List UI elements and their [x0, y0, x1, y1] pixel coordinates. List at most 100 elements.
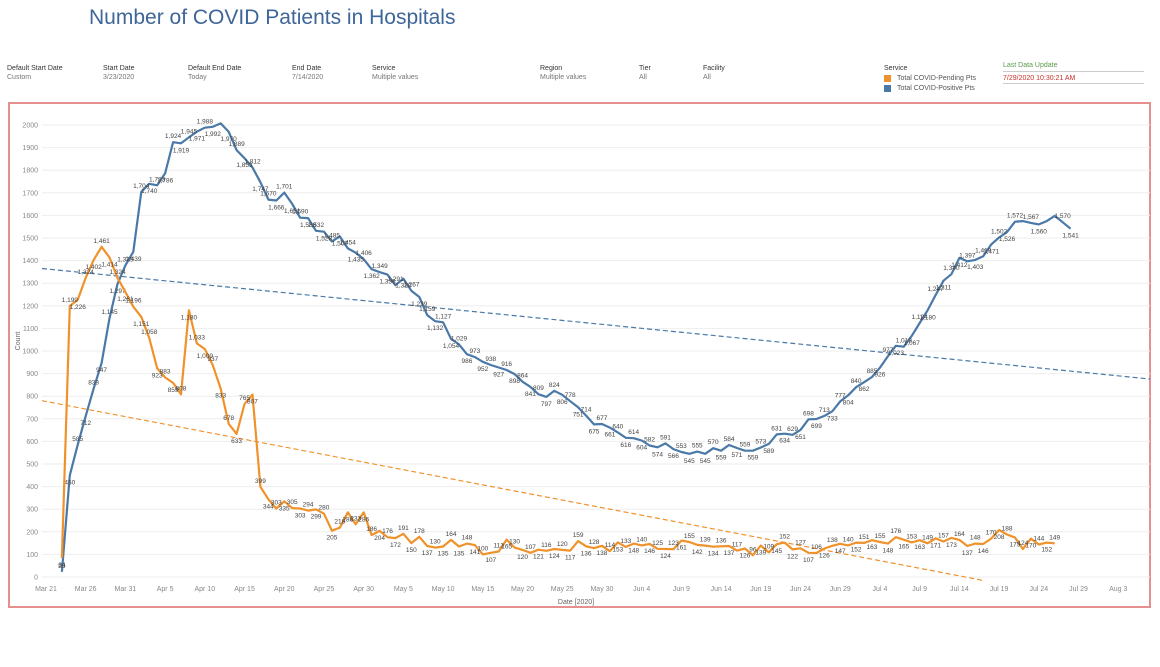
y-tick-label: 1400: [22, 258, 38, 265]
data-label: 120: [557, 541, 568, 548]
data-label: 1,340: [943, 265, 960, 272]
data-label: 1,704: [133, 183, 150, 190]
data-label: 155: [875, 533, 886, 540]
legend: Service Total COVID-Pending Pts Total CO…: [884, 64, 976, 93]
filter-value: Multiple values: [372, 74, 419, 81]
data-label: 585: [72, 436, 83, 443]
y-tick-label: 100: [26, 552, 38, 559]
data-label: 1,338: [379, 279, 396, 286]
x-tick-label: Jul 29: [1069, 586, 1088, 593]
y-tick-label: 1600: [22, 213, 38, 220]
data-label: 116: [541, 542, 552, 549]
data-label: 1,992: [205, 131, 222, 138]
data-label: 714: [581, 407, 592, 414]
data-label: 589: [763, 448, 774, 455]
data-label: 286: [358, 516, 369, 523]
filter-region[interactable]: Region Multiple values: [540, 64, 586, 82]
data-label: 124: [660, 553, 671, 560]
data-label: 977: [882, 347, 893, 354]
data-label: 797: [541, 401, 552, 408]
x-tick-label: Apr 5: [157, 586, 174, 593]
data-label: 152: [1041, 547, 1052, 554]
filter-value: Multiple values: [540, 74, 587, 81]
data-label: 698: [803, 410, 814, 417]
filter-label: Service: [372, 65, 396, 72]
data-label: 584: [724, 436, 735, 443]
data-label: 205: [326, 535, 337, 542]
x-tick-label: May 10: [432, 586, 455, 593]
y-tick-label: 0: [34, 575, 38, 582]
data-label: 573: [755, 439, 766, 446]
data-label: 1,532: [308, 222, 325, 229]
legend-item-positive[interactable]: Total COVID-Positive Pts: [884, 84, 976, 93]
y-tick-label: 500: [26, 462, 38, 469]
filter-label: Start Date: [103, 65, 135, 72]
data-label: 165: [501, 544, 512, 551]
data-label: 147: [835, 548, 846, 555]
filter-end-date[interactable]: End Date 7/14/2020: [292, 64, 323, 82]
data-label: 109: [763, 543, 774, 550]
filter-tier[interactable]: Tier All: [639, 64, 651, 82]
data-label: 136: [581, 550, 592, 557]
data-label: 100: [477, 545, 488, 552]
data-label: 1,651: [284, 208, 301, 215]
data-label: 128: [589, 539, 600, 546]
data-label: 1,029: [451, 335, 468, 342]
filter-service[interactable]: Service Multiple values: [372, 64, 418, 82]
data-label: 170: [1025, 543, 1036, 550]
data-label: 335: [279, 505, 290, 512]
data-label: 559: [747, 455, 758, 462]
data-label: 171: [930, 542, 941, 549]
legend-swatch: [884, 85, 891, 92]
data-label: 148: [628, 548, 639, 555]
data-label: 1,970: [221, 136, 238, 143]
data-label: 163: [914, 544, 925, 551]
legend-item-pending[interactable]: Total COVID-Pending Pts: [884, 74, 976, 83]
data-label: 678: [223, 415, 234, 422]
data-label: 148: [882, 548, 893, 555]
data-label: 133: [620, 538, 631, 545]
data-label: 699: [811, 423, 822, 430]
data-label: 1,132: [427, 325, 444, 332]
data-label: 126: [819, 553, 830, 560]
filter-facility[interactable]: Facility All: [703, 64, 725, 82]
filter-start-date[interactable]: Start Date 3/23/2020: [103, 64, 135, 82]
data-label: 139: [755, 550, 766, 557]
data-label: 173: [946, 542, 957, 549]
data-label: 152: [779, 534, 790, 541]
filter-label: Tier: [639, 65, 651, 72]
x-tick-label: Apr 10: [195, 586, 216, 593]
data-label: 1,471: [983, 249, 1000, 256]
data-label: 809: [533, 385, 544, 392]
data-label: 294: [303, 502, 314, 509]
data-label: 137: [422, 550, 433, 557]
filter-default-start-date[interactable]: Default Start Date Custom: [7, 64, 63, 82]
data-label: 233: [350, 515, 361, 522]
data-label: 713: [819, 407, 830, 414]
data-label: 176: [382, 528, 393, 535]
data-label: 1,971: [189, 136, 206, 143]
data-label: 208: [994, 534, 1005, 541]
data-label: 299: [311, 513, 322, 520]
data-label: 138: [597, 550, 608, 557]
data-label: 1,786: [157, 177, 174, 184]
data-label: 399: [255, 478, 266, 485]
data-label: 1,419: [975, 247, 992, 254]
x-tick-label: May 30: [590, 586, 613, 593]
data-label: 146: [644, 548, 655, 555]
data-label: 172: [390, 542, 401, 549]
y-tick-label: 300: [26, 507, 38, 514]
data-label: 106: [811, 544, 822, 551]
data-label: 107: [803, 557, 814, 564]
data-label: 1,239: [411, 301, 428, 308]
data-label: 864: [517, 373, 528, 380]
data-label: 545: [684, 458, 695, 465]
x-tick-label: May 25: [551, 586, 574, 593]
trend-line: [41, 267, 1151, 380]
x-tick-label: Apr 15: [234, 586, 255, 593]
data-label: 165: [898, 544, 909, 551]
x-tick-label: Jul 14: [950, 586, 969, 593]
filter-default-end-date[interactable]: Default End Date Today: [188, 64, 241, 82]
y-tick-label: 400: [26, 484, 38, 491]
